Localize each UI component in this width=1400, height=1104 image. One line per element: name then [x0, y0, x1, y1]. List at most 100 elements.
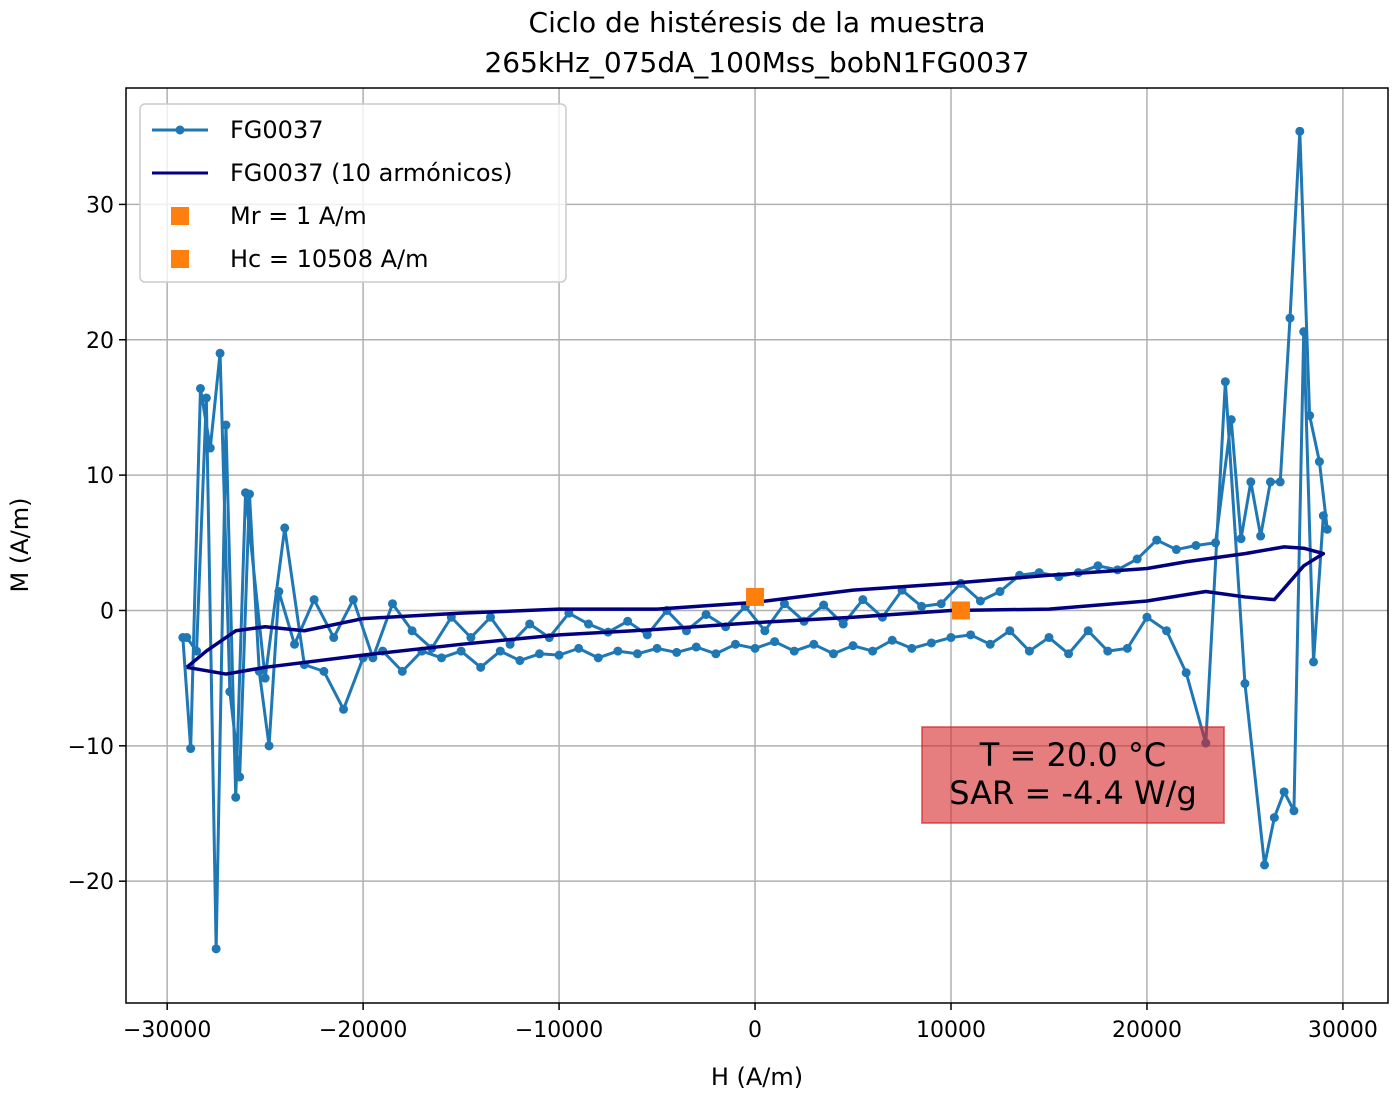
annotation-box [921, 726, 1225, 824]
data-point [1122, 643, 1132, 653]
data-point [652, 643, 662, 653]
data-point [1285, 313, 1295, 323]
x-axis-label: H (A/m) [711, 1063, 803, 1091]
data-point [1305, 411, 1315, 421]
data-point [936, 599, 946, 609]
x-tick-label: 20000 [1112, 1018, 1182, 1043]
data-point [564, 608, 574, 618]
data-point [1226, 415, 1236, 425]
data-point [495, 646, 505, 656]
data-point [1142, 612, 1152, 622]
data-point [985, 639, 995, 649]
data-point [1318, 511, 1328, 521]
data-point [505, 639, 515, 649]
data-point [339, 704, 349, 714]
data-point [1309, 657, 1319, 667]
annotation-text: T = 20.0 °C [979, 736, 1166, 774]
data-point [593, 653, 603, 663]
data-point [1314, 457, 1324, 467]
data-point [1256, 531, 1266, 541]
data-point [211, 944, 221, 954]
data-point [309, 595, 319, 605]
data-point [192, 646, 202, 656]
data-point [951, 601, 970, 620]
legend-label: FG0037 (10 armónicos) [230, 159, 512, 187]
data-point [525, 619, 535, 629]
data-point [1275, 477, 1285, 487]
y-tick-label: 20 [86, 329, 114, 354]
data-point [926, 638, 936, 648]
data-point [1064, 649, 1074, 659]
data-point [1152, 535, 1162, 545]
x-tick-label: 0 [748, 1018, 762, 1043]
plot-frame [125, 87, 1389, 1004]
data-point [1171, 545, 1181, 555]
data-point [907, 643, 917, 653]
data-point [231, 792, 241, 802]
data-point [691, 642, 701, 652]
data-point [760, 626, 770, 636]
data-point [1220, 377, 1230, 387]
data-point [348, 595, 358, 605]
data-point [1299, 327, 1309, 337]
legend-label: Hc = 10508 A/m [230, 245, 428, 273]
legend-swatch [171, 250, 189, 268]
data-point [290, 639, 300, 649]
data-point [1260, 860, 1270, 870]
data-point [672, 647, 682, 657]
legend-swatch [175, 125, 185, 135]
chart-title: 265kHz_075dA_100Mss_bobN1FG0037 [484, 46, 1029, 79]
y-axis-label: M (A/m) [6, 498, 34, 593]
data-point [917, 601, 927, 611]
data-point [329, 633, 339, 643]
legend-label: Mr = 1 A/m [230, 202, 367, 230]
data-point [848, 641, 858, 651]
data-point [397, 666, 407, 676]
data-point [1269, 813, 1279, 823]
data-point [1295, 126, 1305, 136]
legend-swatch [171, 207, 189, 225]
data-point [437, 653, 446, 663]
x-tick-label: −30000 [123, 1018, 211, 1043]
data-point [244, 489, 254, 499]
data-point [819, 600, 829, 610]
data-point [779, 599, 789, 609]
series-line [185, 545, 1326, 676]
data-point [746, 587, 765, 606]
x-tick-label: −20000 [319, 1018, 407, 1043]
data-point [205, 443, 215, 453]
data-point [466, 633, 476, 643]
y-tick-label: 10 [86, 464, 114, 489]
data-point [1103, 646, 1113, 656]
data-point [534, 649, 544, 659]
data-point [485, 612, 495, 622]
data-point [1132, 554, 1142, 564]
data-point [1211, 538, 1221, 548]
y-tick-label: 0 [100, 599, 114, 624]
annotation-text: SAR = -4.4 W/g [949, 774, 1197, 812]
data-point [770, 637, 780, 647]
data-point [828, 649, 838, 659]
data-point [201, 393, 211, 403]
data-point [388, 599, 398, 609]
data-point [966, 630, 976, 640]
data-point [574, 643, 584, 653]
data-point [280, 523, 290, 533]
data-point [858, 595, 868, 605]
data-point [178, 633, 188, 643]
data-point [623, 616, 633, 626]
data-point [995, 587, 1005, 597]
data-point [632, 649, 642, 659]
data-point [1322, 524, 1332, 534]
data-point [195, 383, 205, 393]
data-point [274, 587, 284, 597]
data-point [407, 626, 417, 636]
data-point [319, 666, 329, 676]
data-point [1236, 534, 1246, 544]
data-point [887, 635, 897, 645]
data-point [221, 420, 231, 430]
data-point [1024, 646, 1034, 656]
data-point [1240, 679, 1250, 689]
data-point [476, 662, 486, 672]
data-point [789, 646, 799, 656]
